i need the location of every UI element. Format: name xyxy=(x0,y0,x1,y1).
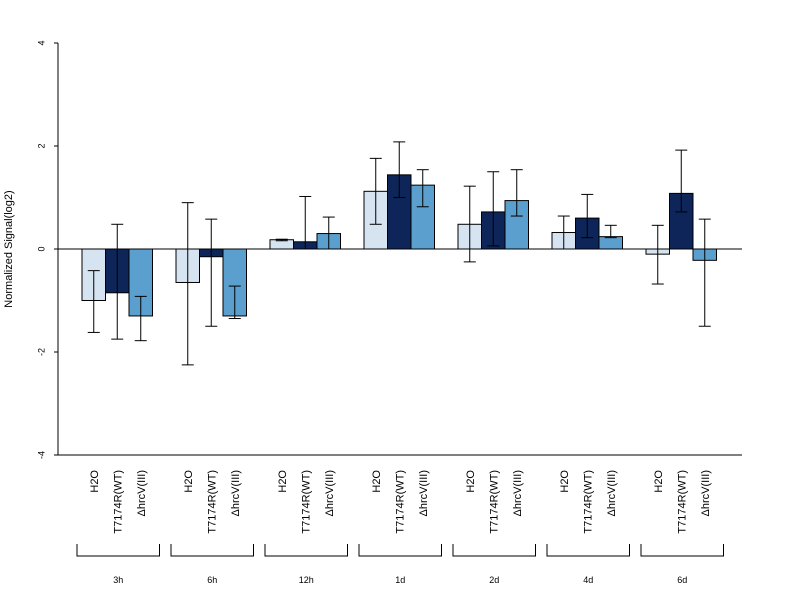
series-label: T7174R(WT) xyxy=(488,470,500,534)
series-label: ΔhrcV(III) xyxy=(230,470,242,516)
group-label: 12h xyxy=(299,575,314,585)
group-label: 2d xyxy=(489,575,499,585)
series-label: ΔhrcV(III) xyxy=(512,470,524,516)
series-label: T7174R(WT) xyxy=(300,470,312,534)
group-bracket xyxy=(76,544,160,557)
series-label: ΔhrcV(III) xyxy=(418,470,430,516)
series-label: ΔhrcV(III) xyxy=(324,470,336,516)
series-label: H2O xyxy=(89,470,101,493)
bar xyxy=(598,236,623,250)
series-label: H2O xyxy=(465,470,477,493)
error-bars xyxy=(87,141,711,366)
group-bracket xyxy=(358,544,442,557)
series-label: T7174R(WT) xyxy=(582,470,594,534)
series-label: T7174R(WT) xyxy=(112,470,124,534)
y-tick-label: 0 xyxy=(36,246,46,251)
group-bracket xyxy=(546,544,630,557)
series-label: H2O xyxy=(277,470,289,493)
y-tick-label: 2 xyxy=(36,143,46,148)
group-label: 1d xyxy=(395,575,405,585)
series-label: H2O xyxy=(559,470,571,493)
group-label: 6d xyxy=(677,575,687,585)
y-axis-label: Normalized Signal(log2) xyxy=(3,190,15,307)
y-tick-label: -2 xyxy=(36,348,46,356)
y-tick-label: 4 xyxy=(36,40,46,45)
series-label: H2O xyxy=(183,470,195,493)
series-label: ΔhrcV(III) xyxy=(700,470,712,516)
series-label: H2O xyxy=(371,470,383,493)
series-label: H2O xyxy=(653,470,665,493)
group-label: 3h xyxy=(113,575,123,585)
group-label: 4d xyxy=(583,575,593,585)
group-bracket xyxy=(170,544,254,557)
y-tick-label: -4 xyxy=(36,451,46,459)
group-label: 6h xyxy=(207,575,217,585)
category-labels: H2O T7174R(WT) ΔhrcV(III) 3h H2O T7174R(WT) Δh… xyxy=(76,470,724,585)
series-label: ΔhrcV(III) xyxy=(136,470,148,516)
group-bracket xyxy=(640,544,724,557)
series-label: T7174R(WT) xyxy=(206,470,218,534)
series-label: T7174R(WT) xyxy=(676,470,688,534)
series-label: T7174R(WT) xyxy=(394,470,406,534)
group-bracket xyxy=(264,544,348,557)
series-label: ΔhrcV(III) xyxy=(606,470,618,516)
group-bracket xyxy=(452,544,536,557)
